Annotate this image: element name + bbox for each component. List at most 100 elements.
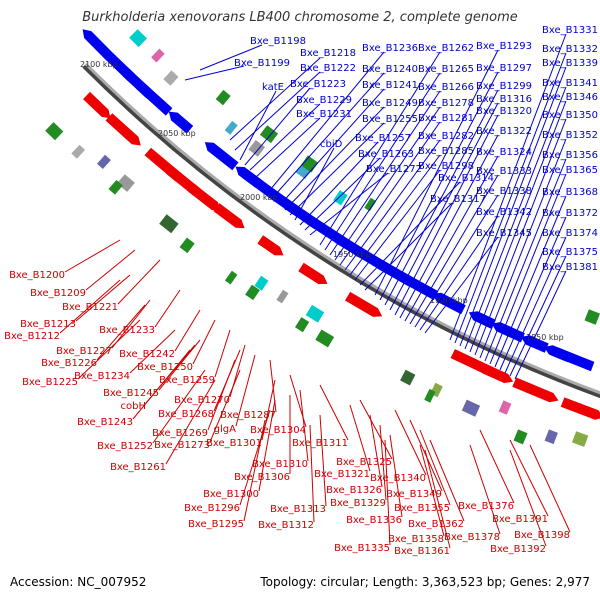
forward-leader: [514, 270, 567, 380]
reverse-leader: [469, 444, 501, 535]
feature-box: [276, 289, 289, 304]
marker-tick: [45, 122, 64, 141]
feature-tracks: [45, 29, 600, 447]
marker-tick: [424, 388, 436, 403]
forward-label: Bxe_B1199: [234, 58, 290, 69]
forward-leader: [339, 121, 441, 266]
forward-label: Bxe_B1375: [542, 247, 598, 258]
feature-box: [333, 190, 348, 206]
forward-leader: [234, 71, 321, 151]
reverse-leader: [379, 424, 387, 501]
forward-label: Bxe_B1317: [430, 194, 486, 205]
forward-label: Bxe_B1333: [476, 166, 532, 177]
forward-leader: [414, 194, 499, 328]
feature-box: [97, 154, 111, 169]
marker-tick: [259, 125, 279, 144]
reverse-gene-arrow: [105, 113, 141, 146]
reverse-label: Bxe_B1312: [258, 520, 314, 531]
forward-leader: [484, 158, 567, 362]
reverse-label: Bxe_B1295: [188, 519, 244, 530]
forward-label: Bxe_B1265: [418, 64, 474, 75]
reverse-leader: [96, 304, 146, 361]
reverse-leader: [158, 339, 201, 391]
forward-leader: [284, 106, 385, 211]
forward-gene-arrow: [491, 322, 525, 343]
reverse-label: Bxe_B1252: [97, 441, 153, 452]
forward-leader: [364, 202, 453, 291]
forward-leader: [299, 141, 379, 226]
reverse-leader: [299, 389, 309, 462]
forward-label: Bxe_B1255: [362, 114, 418, 125]
reverse-label: Bxe_B1378: [444, 532, 500, 543]
reverse-label: Bxe_B1398: [514, 530, 570, 541]
forward-leader: [309, 172, 389, 236]
forward-label: Bxe_B1350: [542, 110, 598, 121]
reverse-leader: [319, 414, 327, 507]
backbone-arc-light: [84, 63, 600, 395]
reverse-gene-arrow: [188, 183, 221, 211]
forward-label: Bxe_B1352: [542, 130, 598, 141]
reverse-label: Bxe_B1321: [314, 469, 370, 480]
forward-label: Bxe_B1229: [296, 95, 352, 106]
reverse-label: Bxe_B1361: [394, 546, 450, 557]
reverse-leader: [75, 274, 131, 322]
forward-leader: [199, 44, 263, 71]
forward-label: Bxe_B1299: [476, 81, 532, 92]
forward-label: Bxe_B1223: [290, 79, 346, 90]
feature-box: [151, 48, 165, 63]
forward-leader: [409, 174, 499, 325]
forward-leader: [494, 195, 567, 368]
map-title: Burkholderia xenovorans LB400 chromosome…: [82, 10, 518, 25]
reverse-label: Bxe_B1242: [119, 349, 175, 360]
reverse-label: Bxe_B1243: [77, 417, 133, 428]
forward-leader: [379, 71, 499, 301]
reverse-leader: [132, 349, 191, 420]
forward-leader: [239, 90, 277, 161]
reverse-leader: [319, 384, 349, 441]
reverse-leader: [369, 414, 383, 488]
scale-labels: 2100 kbp 2050 kbp 2000 kbp 1950 kbp 1900 kbp…: [80, 60, 564, 342]
reverse-leader: [129, 329, 176, 374]
reverse-leader: [59, 279, 121, 334]
forward-label: Bxe_B1368: [542, 187, 598, 198]
scale-label: 2100 kbp: [80, 60, 118, 69]
forward-leader: [184, 65, 245, 81]
reverse-label: Bxe_B1311: [292, 438, 348, 449]
forward-leader: [324, 72, 441, 251]
forward-leader: [449, 33, 567, 341]
reverse-label: Bxe_B1301: [206, 438, 262, 449]
reverse-leader: [389, 434, 403, 518]
reverse-leader: [424, 449, 451, 549]
reverse-label: Bxe_B1269: [152, 428, 208, 439]
forward-leader: [479, 138, 567, 359]
reverse-label: Bxe_B1358: [388, 534, 444, 545]
reverse-leader: [207, 359, 236, 431]
forward-label: Bxe_B1263: [358, 149, 414, 160]
reverse-label: Bxe_B1227: [56, 346, 112, 357]
reverse-label: Bxe_B1335: [334, 543, 390, 554]
reverse-leader: [154, 289, 181, 328]
forward-leader: [499, 216, 567, 371]
reverse-leader: [77, 319, 141, 380]
forward-leader: [354, 169, 441, 281]
feature-box: [248, 140, 265, 157]
marker-tick: [364, 197, 377, 212]
scale-label: 2000 kbp: [240, 193, 278, 202]
forward-label: Bxe_B1338: [476, 186, 532, 197]
forward-label: Bxe_B1322: [476, 126, 532, 137]
reverse-label: Bxe_B1212: [4, 331, 60, 342]
backbone: [82, 63, 600, 399]
reverse-label: Bxe_B1304: [250, 425, 306, 436]
marker-tick: [245, 284, 260, 301]
reverse-leader: [509, 439, 549, 517]
reverse-leader: [359, 399, 393, 460]
reverse-label: Bxe_B1313: [270, 504, 326, 515]
feature-box: [159, 214, 179, 234]
reverse-label: Bxe_B1362: [408, 519, 464, 530]
reverse-gene-arrow: [560, 397, 600, 420]
feature-box: [544, 429, 558, 445]
forward-leader: [374, 49, 499, 296]
reverse-label: Bxe_B1233: [99, 325, 155, 336]
forward-leader: [509, 255, 567, 377]
